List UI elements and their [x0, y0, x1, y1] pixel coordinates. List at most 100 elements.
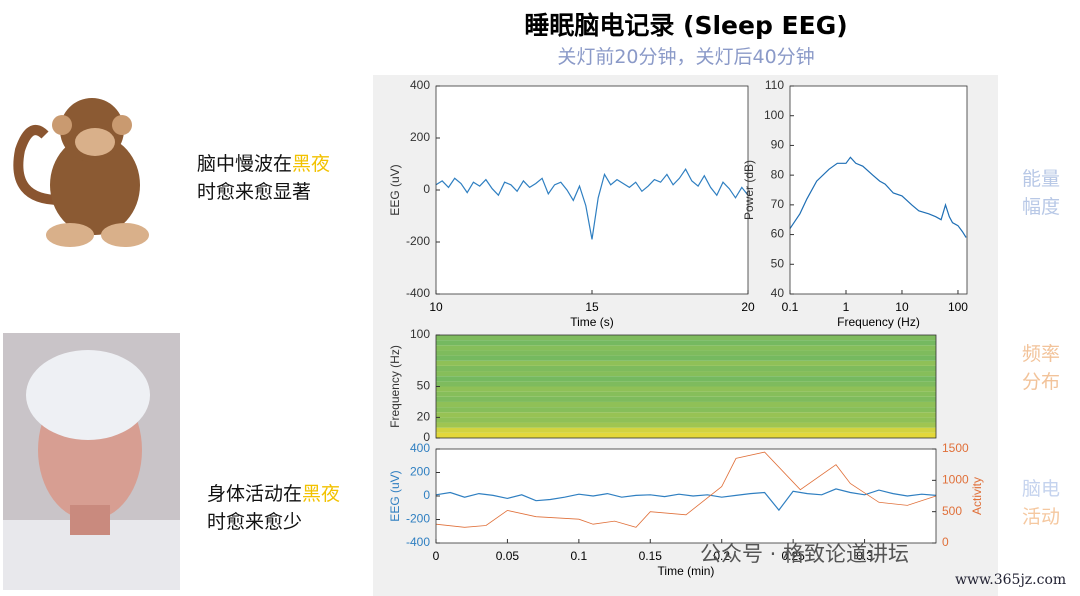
y-tick-label: -400 [406, 286, 430, 300]
x-axis-label: Frequency (Hz) [837, 315, 920, 329]
x-axis-label: Time (min) [658, 564, 715, 578]
caption-text: 身体活动在 [207, 483, 303, 505]
y-tick-label: 60 [771, 227, 785, 241]
y2-tick-label: 1500 [942, 441, 969, 455]
y-tick-label: 200 [410, 130, 430, 144]
caption-highlight: 黑夜 [292, 153, 331, 175]
caption-text: 时愈来愈显著 [197, 181, 312, 203]
heatmap-cell [436, 381, 936, 387]
y-tick-label: 400 [410, 441, 430, 455]
x-tick-label: 100 [948, 300, 968, 314]
y-tick-label: 0 [423, 182, 430, 196]
x-tick-label: 0.3 [856, 549, 873, 563]
side-label: 频率 分布 [1022, 340, 1060, 396]
heatmap-cell [436, 335, 936, 341]
y-tick-label: 50 [417, 379, 431, 393]
plot-area [436, 449, 936, 543]
caption-highlight: 黑夜 [302, 483, 341, 505]
x-tick-label: 15 [585, 300, 599, 314]
x-tick-label: 0.05 [496, 549, 520, 563]
side-label-line: 频率 [1022, 343, 1061, 365]
x-tick-label: 20 [741, 300, 755, 314]
heatmap-cell [436, 355, 936, 361]
heatmap-cell [436, 432, 936, 438]
heatmap-cell [436, 417, 936, 423]
series-line [435, 488, 937, 512]
side-label-line: 分布 [1022, 371, 1061, 393]
heatmap-cell [436, 350, 936, 356]
heatmap-cell [436, 412, 936, 418]
x-tick-label: 1 [843, 300, 850, 314]
x-tick-label: 10 [895, 300, 909, 314]
side-label-line: 能量 [1022, 168, 1061, 190]
x-tick-label: 0.2 [713, 549, 730, 563]
side-label-line: 活动 [1022, 506, 1061, 528]
y-tick-label: 40 [771, 286, 785, 300]
y-axis-label: Power (dB) [742, 160, 756, 220]
y-tick-label: -200 [406, 234, 430, 248]
heatmap-cell [436, 340, 936, 346]
subtitle: 关灯前20分钟，关灯后40分钟 [557, 46, 815, 68]
caption: 身体活动在黑夜时愈来愈少 [207, 480, 340, 536]
heatmap-cell [436, 391, 936, 397]
y2-axis-label: Activity [970, 477, 984, 515]
y-tick-label: 400 [410, 78, 430, 92]
y-tick-label: 100 [764, 108, 784, 122]
axes-box [789, 85, 968, 295]
x-tick-label: 0.1 [571, 549, 588, 563]
side-label-line: 脑电 [1022, 478, 1061, 500]
heatmap-cell [436, 401, 936, 408]
side-label: 能量 幅度 [1022, 165, 1060, 221]
plot-area [790, 86, 967, 294]
person-photo [3, 333, 180, 590]
caption-text: 脑中慢波在 [197, 153, 293, 175]
y-tick-label: -200 [406, 512, 430, 526]
site-watermark: www.365jz.com [955, 572, 1067, 588]
side-label: 脑电 活动 [1022, 475, 1060, 531]
heatmap-cell [436, 345, 936, 351]
y-tick-label: 70 [771, 197, 785, 211]
heatmap-cell [436, 371, 936, 377]
y-tick-label: 20 [417, 410, 431, 424]
heatmap-cell [436, 386, 936, 392]
monkey-photo [13, 98, 149, 247]
heatmap-cell [436, 422, 936, 428]
heatmap-cell [436, 407, 936, 413]
series-line [435, 451, 937, 528]
x-tick-label: 0.1 [782, 300, 799, 314]
y-tick-label: 200 [410, 465, 430, 479]
x-tick-label: 0.25 [781, 549, 805, 563]
y-axis-label: EEG (uV) [388, 164, 402, 215]
heatmap-cell [436, 360, 936, 366]
y-axis-label: EEG (uV) [388, 470, 402, 521]
heatmap-cell [436, 396, 936, 402]
heatmap-cell [436, 376, 936, 382]
plot-area [436, 86, 748, 294]
series-line [789, 156, 967, 238]
y2-tick-label: 1000 [942, 473, 969, 487]
y-axis-label: Frequency (Hz) [388, 345, 402, 428]
title: 睡眠脑电记录 (Sleep EEG) [524, 11, 848, 40]
y-tick-label: 80 [771, 167, 785, 181]
watermark: 公众号 · 格致论道讲坛 [700, 542, 910, 566]
heatmap-cell [436, 427, 936, 433]
caption-text: 时愈来愈少 [207, 511, 303, 533]
caption: 脑中慢波在黑夜时愈来愈显著 [197, 150, 330, 206]
side-label-line: 幅度 [1022, 196, 1061, 218]
y2-tick-label: 0 [942, 535, 949, 549]
heatmap-cell [436, 365, 936, 372]
x-tick-label: 10 [429, 300, 443, 314]
y-tick-label: 50 [771, 256, 785, 270]
x-tick-label: 0.15 [639, 549, 663, 563]
y-tick-label: 0 [423, 430, 430, 444]
x-axis-label: Time (s) [570, 315, 614, 329]
y-tick-label: 0 [423, 488, 430, 502]
y-tick-label: -400 [406, 535, 430, 549]
x-tick-label: 0 [433, 549, 440, 563]
y-tick-label: 90 [771, 138, 785, 152]
y-tick-label: 100 [410, 327, 430, 341]
y2-tick-label: 500 [942, 504, 962, 518]
y-tick-label: 110 [765, 78, 784, 92]
